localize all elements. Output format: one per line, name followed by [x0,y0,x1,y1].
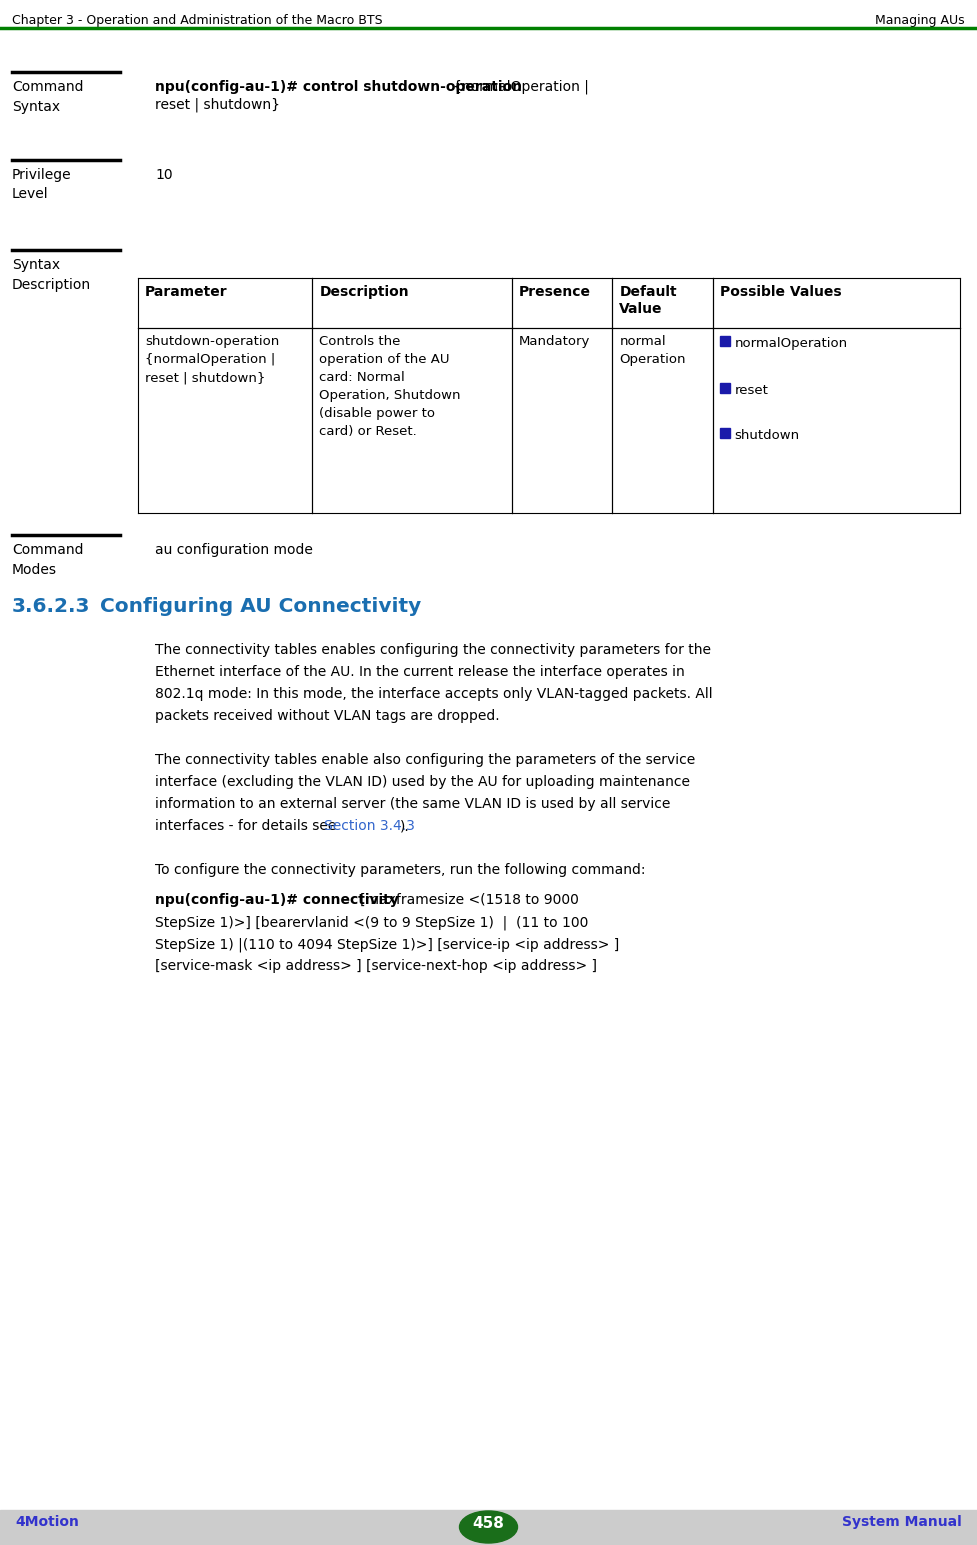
Text: ).: ). [400,819,409,833]
Text: Default
Value: Default Value [619,284,677,317]
Text: Controls the
operation of the AU
card: Normal
Operation, Shutdown
(disable power: Controls the operation of the AU card: N… [319,335,461,437]
Text: 3.6.2.3: 3.6.2.3 [12,596,91,616]
Text: Configuring AU Connectivity: Configuring AU Connectivity [100,596,421,616]
Text: Description: Description [319,284,409,300]
Bar [720,335,730,346]
Text: Syntax
Description: Syntax Description [12,258,91,292]
Bar [720,428,730,437]
Text: shutdown: shutdown [735,430,800,442]
Text: Parameter: Parameter [145,284,228,300]
Bar [720,383,730,392]
Text: 802.1q mode: In this mode, the interface accepts only VLAN-tagged packets. All: 802.1q mode: In this mode, the interface… [155,688,712,701]
Text: normalOperation: normalOperation [735,337,848,351]
Text: reset | shutdown}: reset | shutdown} [155,97,280,113]
Text: normal
Operation: normal Operation [619,335,686,366]
Text: Presence: Presence [519,284,591,300]
Ellipse shape [459,1511,518,1543]
Text: StepSize 1)>] [bearervlanid <(9 to 9 StepSize 1)  |  (11 to 100: StepSize 1)>] [bearervlanid <(9 to 9 Ste… [155,915,588,930]
Text: StepSize 1) |(110 to 4094 StepSize 1)>] [service-ip <ip address> ]: StepSize 1) |(110 to 4094 StepSize 1)>] … [155,936,619,952]
Text: To configure the connectivity parameters, run the following command:: To configure the connectivity parameters… [155,864,646,878]
Bar [0,1509,977,1545]
Text: npu(config-au-1)# connectivity: npu(config-au-1)# connectivity [155,893,404,907]
Text: 10: 10 [155,168,173,182]
Text: The connectivity tables enables configuring the connectivity parameters for the: The connectivity tables enables configur… [155,643,711,657]
Text: Managing AUs: Managing AUs [875,14,965,26]
Text: 458: 458 [473,1517,504,1531]
Text: au configuration mode: au configuration mode [155,542,313,558]
Text: reset: reset [735,385,769,397]
Text: npu(config-au-1)# control shutdown-operation: npu(config-au-1)# control shutdown-opera… [155,80,527,94]
Text: [service-mask <ip address> ] [service-next-hop <ip address> ]: [service-mask <ip address> ] [service-ne… [155,959,597,973]
Text: The connectivity tables enable also configuring the parameters of the service: The connectivity tables enable also conf… [155,752,696,766]
Text: {normalOperation |: {normalOperation | [453,80,589,94]
Text: System Manual: System Manual [842,1516,962,1530]
Text: packets received without VLAN tags are dropped.: packets received without VLAN tags are d… [155,709,499,723]
Text: Privilege
Level: Privilege Level [12,168,71,201]
Text: Chapter 3 - Operation and Administration of the Macro BTS: Chapter 3 - Operation and Administration… [12,14,383,26]
Text: Possible Values: Possible Values [720,284,841,300]
Text: Section 3.4.3: Section 3.4.3 [323,819,414,833]
Text: interface (excluding the VLAN ID) used by the AU for uploading maintenance: interface (excluding the VLAN ID) used b… [155,776,690,789]
Text: information to an external server (the same VLAN ID is used by all service: information to an external server (the s… [155,797,670,811]
Text: Command
Syntax: Command Syntax [12,80,83,113]
Text: Command
Modes: Command Modes [12,542,83,576]
Text: interfaces - for details see: interfaces - for details see [155,819,341,833]
Text: 4Motion: 4Motion [15,1516,79,1530]
Text: shutdown-operation
{normalOperation |
reset | shutdown}: shutdown-operation {normalOperation | re… [145,335,279,385]
Text: Mandatory: Mandatory [519,335,590,348]
Text: Ethernet interface of the AU. In the current release the interface operates in: Ethernet interface of the AU. In the cur… [155,664,685,678]
Text: [maxframesize <(1518 to 9000: [maxframesize <(1518 to 9000 [361,893,579,907]
